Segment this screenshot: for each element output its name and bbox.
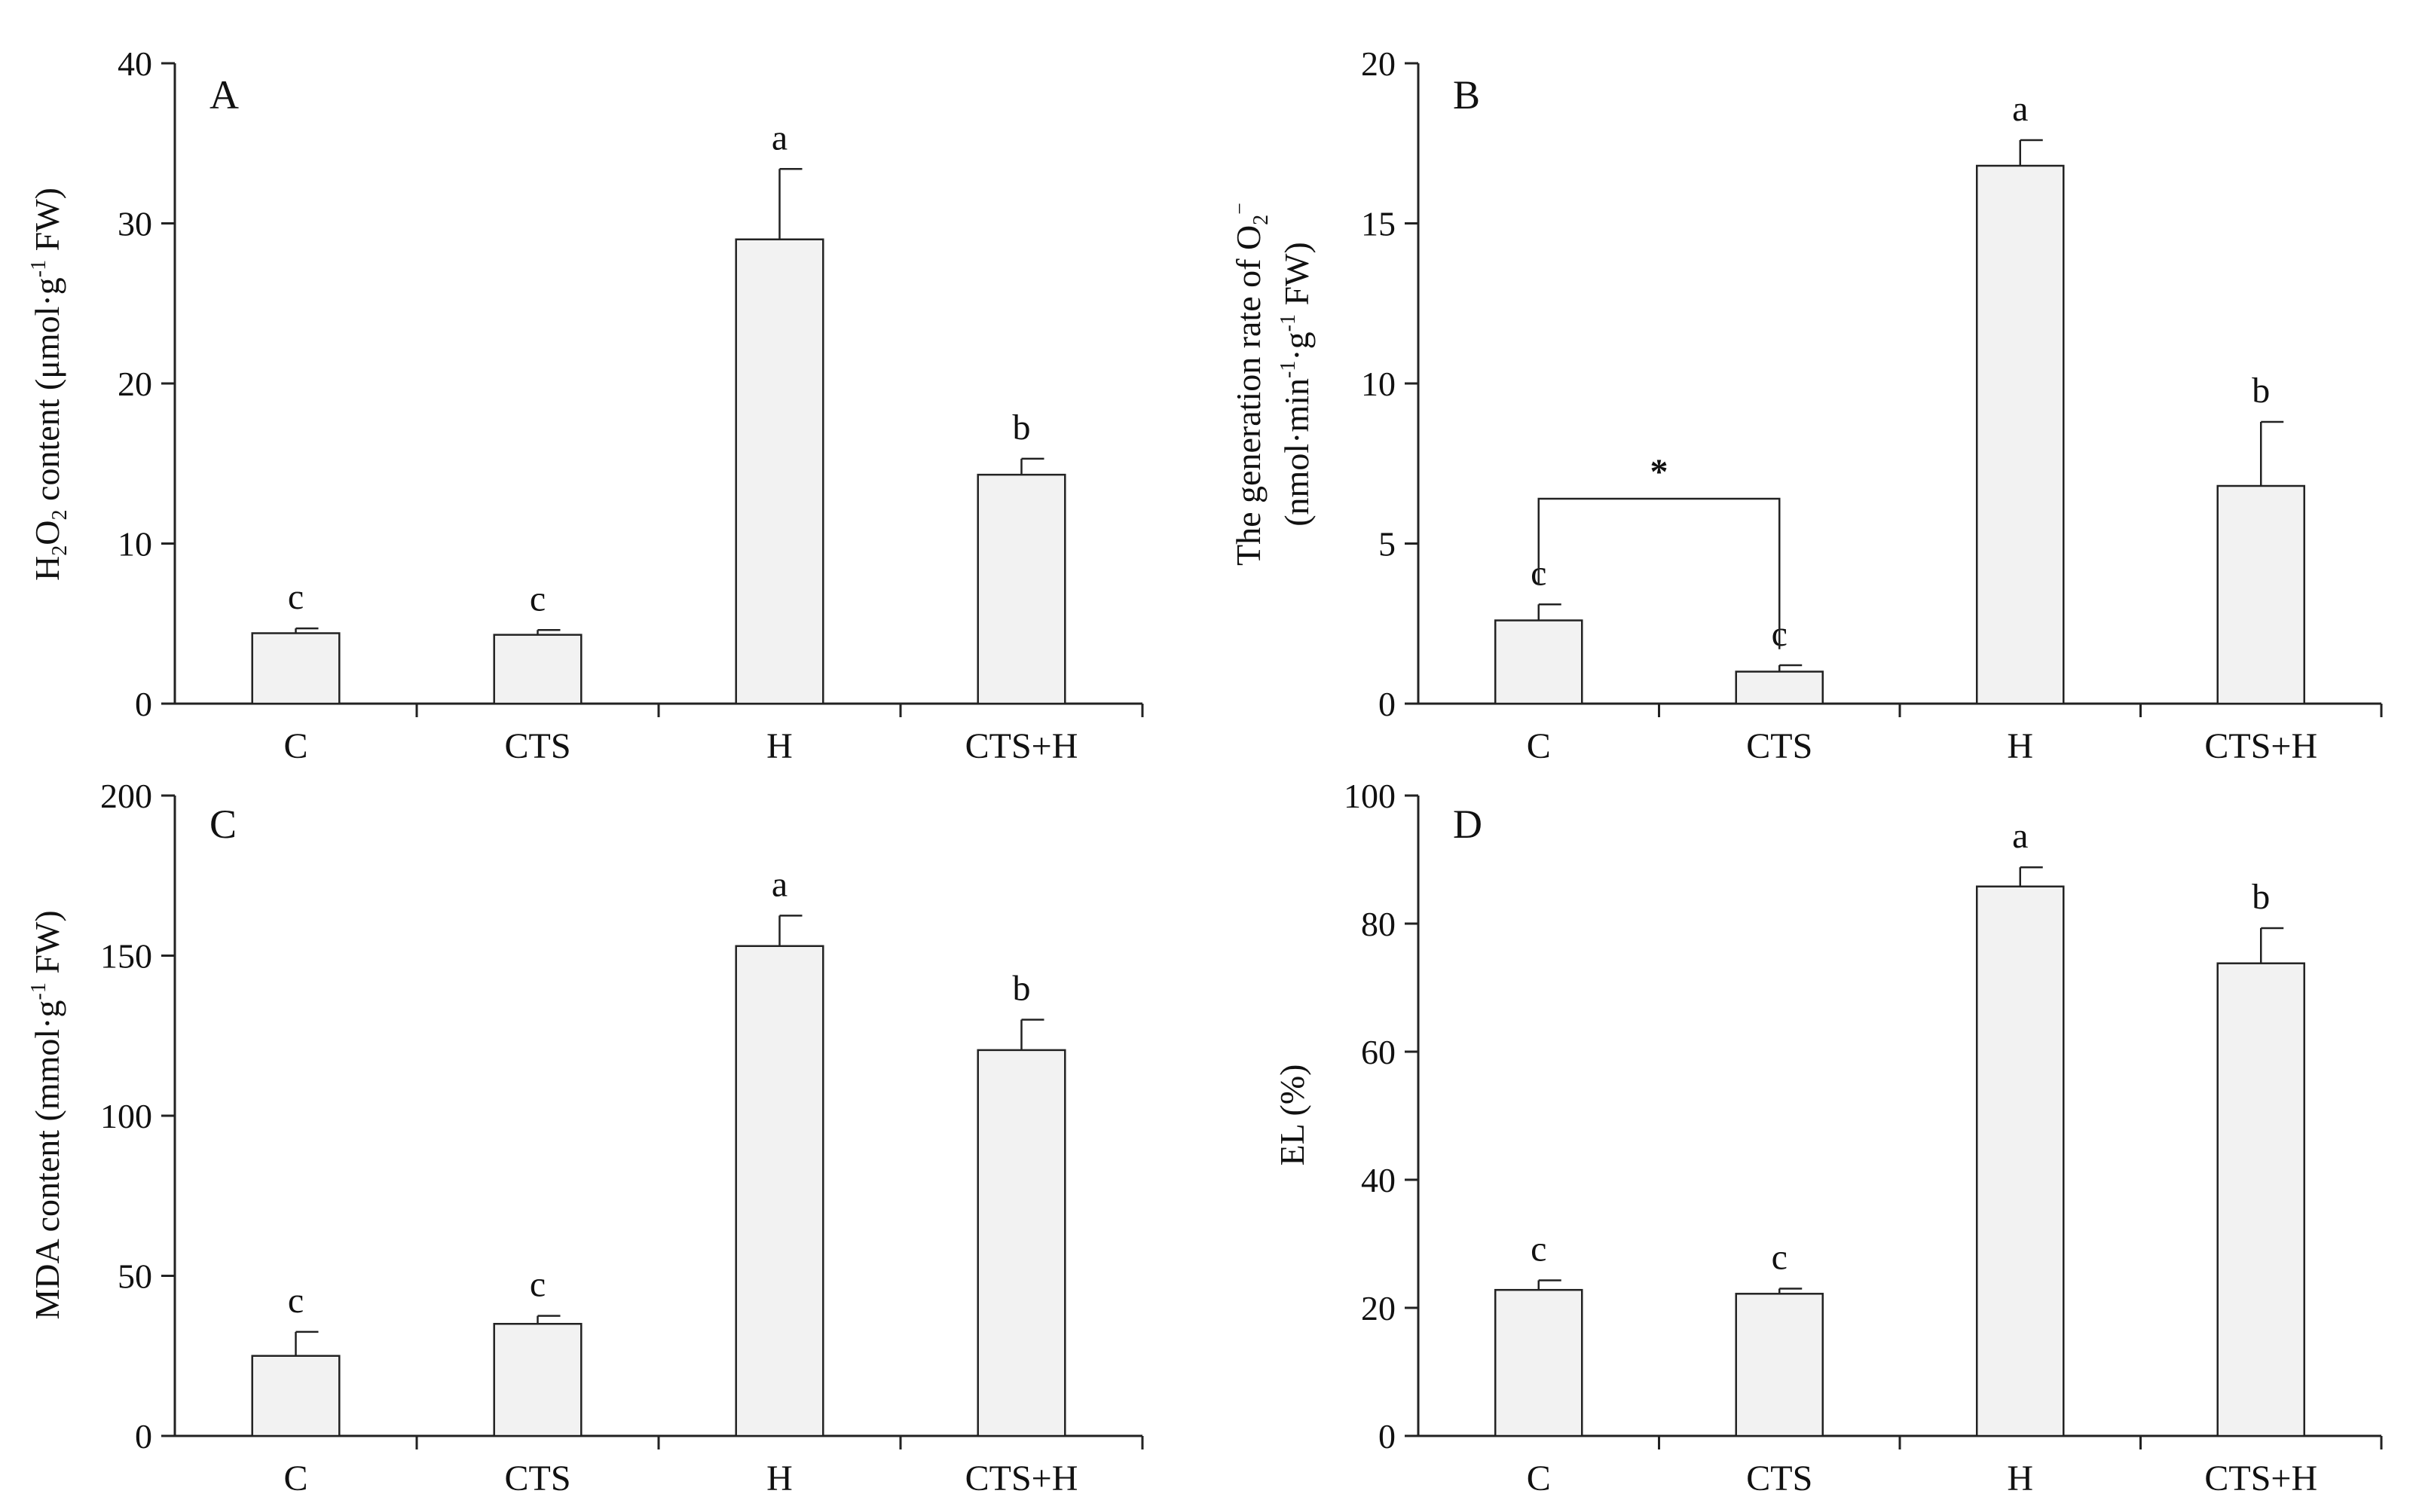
panel-d-axes: 0 20 40 60 80 100 C CTS H CTS+H xyxy=(1344,777,2383,1498)
bar xyxy=(1975,885,2065,1437)
significance-label: c xyxy=(288,1281,304,1321)
category-label: H xyxy=(766,726,793,766)
bar xyxy=(1735,1293,1824,1437)
y-tick-label: 5 xyxy=(1378,525,1396,564)
bar xyxy=(977,1049,1066,1437)
category-label: CTS+H xyxy=(2204,1459,2317,1498)
bar xyxy=(735,945,824,1437)
y-tick-label: 100 xyxy=(100,1097,152,1135)
category-label: CTS xyxy=(1746,1459,1812,1498)
category-label: CTS xyxy=(504,726,570,766)
category-label: C xyxy=(283,726,307,766)
panel-b-ylabel-line1: The generation rate of O2− xyxy=(1228,203,1273,566)
y-tick-label: 15 xyxy=(1361,205,1396,243)
bar xyxy=(251,1355,341,1437)
significance-label: b xyxy=(2252,371,2270,411)
category-label: CTS xyxy=(504,1459,570,1498)
panel-c-bars: c c a b xyxy=(251,864,1066,1437)
panel-a-bars: c c a b xyxy=(251,118,1066,705)
significance-bracket xyxy=(1537,497,1781,649)
y-tick-label: 0 xyxy=(135,1417,152,1455)
bar xyxy=(1494,619,1583,705)
y-tick-label: 30 xyxy=(118,205,152,243)
y-tick-label: 0 xyxy=(135,685,152,723)
category-label: CTS+H xyxy=(965,726,1078,766)
panel-c-letter: C xyxy=(209,802,237,847)
significance-label: b xyxy=(2252,877,2270,917)
bar xyxy=(493,1323,583,1437)
bar xyxy=(1735,670,1824,705)
panel-b-letter: B xyxy=(1453,72,1480,118)
y-tick-label: 0 xyxy=(1378,1417,1396,1455)
y-tick-label: 80 xyxy=(1361,905,1396,943)
panel-d-ylabel: EL (%) xyxy=(1273,1065,1311,1166)
panel-a-letter: A xyxy=(209,72,239,118)
panel-d-letter: D xyxy=(1453,802,1482,847)
significance-label: c xyxy=(1772,1238,1788,1278)
category-label: C xyxy=(1527,726,1551,766)
bar xyxy=(493,634,583,705)
y-tick-label: 10 xyxy=(118,525,152,564)
category-label: H xyxy=(766,1459,793,1498)
category-label: C xyxy=(283,1459,307,1498)
y-tick-label: 200 xyxy=(100,777,152,815)
category-label: H xyxy=(2007,1459,2033,1498)
bar xyxy=(1494,1288,1583,1437)
y-tick-label: 150 xyxy=(100,937,152,976)
significance-label: a xyxy=(772,864,787,904)
y-tick-label: 60 xyxy=(1361,1033,1396,1071)
bar xyxy=(735,238,824,705)
panel-c: 0 50 100 150 200 C CTS H CTS+H c c a b C MDA conten… xyxy=(27,777,1144,1498)
bar xyxy=(251,632,341,705)
significance-label: a xyxy=(2012,89,2028,129)
category-label: CTS+H xyxy=(2204,726,2317,766)
category-label: CTS xyxy=(1746,726,1812,766)
panel-d: 0 20 40 60 80 100 C CTS H CTS+H c c a b D EL (%) xyxy=(1273,777,2383,1498)
y-tick-label: 0 xyxy=(1378,685,1396,723)
panel-a: 0 10 20 30 40 C CTS H CTS+H c c a b A H2O2 content … xyxy=(27,44,1144,766)
significance-label: c xyxy=(530,579,546,619)
bar xyxy=(977,473,1066,705)
y-tick-label: 20 xyxy=(1361,44,1396,83)
y-tick-label: 10 xyxy=(1361,365,1396,403)
significance-label: b xyxy=(1013,408,1031,447)
y-tick-label: 20 xyxy=(1361,1289,1396,1327)
significance-star: * xyxy=(1650,452,1668,492)
significance-label: a xyxy=(772,118,787,157)
bar xyxy=(1975,164,2065,705)
panel-a-ylabel: H2O2 content (μmol·g-1 FW) xyxy=(27,188,72,581)
bar xyxy=(2216,962,2306,1437)
significance-label: b xyxy=(1013,969,1031,1009)
y-tick-label: 100 xyxy=(1344,777,1396,815)
significance-label: c xyxy=(1531,1229,1546,1269)
significance-label: a xyxy=(2012,816,2028,856)
panel-d-bars: c c a b xyxy=(1494,816,2306,1437)
y-tick-label: 50 xyxy=(118,1257,152,1296)
category-label: H xyxy=(2007,726,2033,766)
significance-label: c xyxy=(288,577,304,617)
panel-c-ylabel: MDA content (mmol·g-1 FW) xyxy=(27,910,66,1319)
bar xyxy=(2216,484,2306,705)
y-tick-label: 20 xyxy=(118,365,152,403)
significance-label: c xyxy=(530,1265,546,1305)
category-label: C xyxy=(1527,1459,1551,1498)
y-tick-label: 40 xyxy=(118,44,152,83)
y-tick-label: 40 xyxy=(1361,1161,1396,1199)
panel-b-ylabel-line2: (nmol·min-1·g-1 FW) xyxy=(1277,242,1316,527)
category-label: CTS+H xyxy=(965,1459,1078,1498)
